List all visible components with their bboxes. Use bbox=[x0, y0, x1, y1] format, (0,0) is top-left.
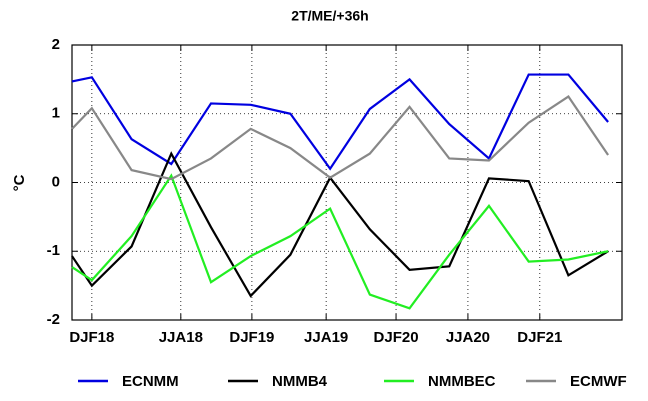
series-line bbox=[71, 73, 609, 171]
y-axis-label: °C bbox=[11, 174, 28, 191]
legend-label: ECMWF bbox=[570, 373, 627, 390]
x-tick-label: DJF18 bbox=[69, 329, 114, 346]
series-line bbox=[71, 95, 610, 181]
x-tick-label: DJF21 bbox=[517, 329, 562, 346]
x-tick-label: DJF20 bbox=[374, 329, 419, 346]
x-tick-label: DJF19 bbox=[229, 329, 274, 346]
y-tick-label: -2 bbox=[47, 311, 60, 328]
legend-label: NMMBEC bbox=[428, 373, 496, 390]
y-tick-label: 1 bbox=[52, 105, 60, 122]
y-tick-label: 0 bbox=[52, 173, 60, 190]
legend-label: NMMB4 bbox=[272, 373, 328, 390]
x-tick-label: JJA18 bbox=[159, 329, 203, 346]
y-tick-label: 2 bbox=[52, 36, 60, 53]
x-tick-label: JJA19 bbox=[304, 329, 348, 346]
x-tick-label: JJA20 bbox=[446, 329, 490, 346]
legend-label: ECNMM bbox=[122, 373, 179, 390]
series-line bbox=[71, 173, 609, 310]
plot-frame bbox=[71, 44, 623, 321]
y-tick-label: -1 bbox=[47, 242, 60, 259]
chart-title: 2T/ME/+36h bbox=[291, 8, 368, 24]
